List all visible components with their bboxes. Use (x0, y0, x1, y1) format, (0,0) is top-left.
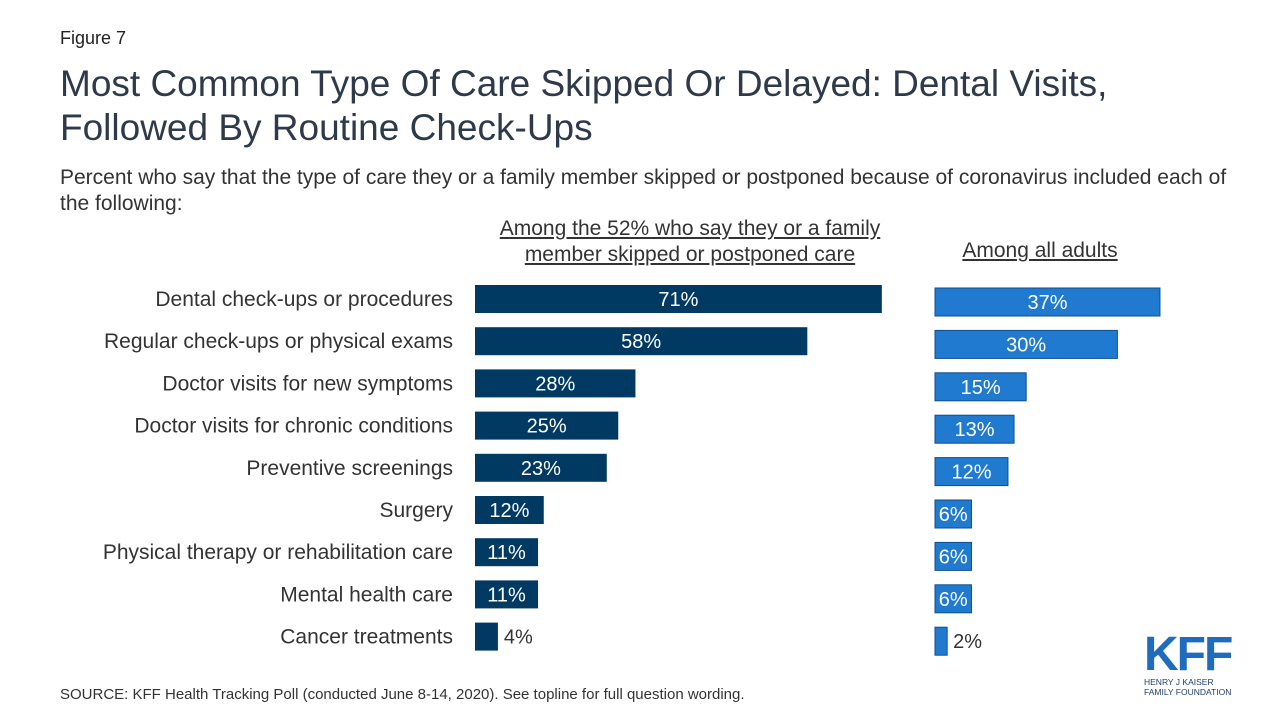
bar-series-1 (475, 327, 808, 356)
category-label: Preventive screenings (246, 457, 453, 480)
bar-value-label: 23% (521, 458, 561, 480)
bar-series-2 (934, 329, 1118, 359)
category-label: Mental health care (280, 583, 453, 606)
bar-series-1 (475, 580, 539, 609)
bar-value-label: 6% (939, 589, 968, 611)
category-label: Surgery (379, 499, 453, 522)
bar-value-label: 28% (535, 373, 575, 395)
kff-logo: KFF HENRY J KAISER FAMILY FOUNDATION (1144, 628, 1236, 698)
bar-series-1 (475, 453, 607, 482)
bar-series-1 (475, 538, 539, 567)
bar-value-label: 30% (1006, 334, 1046, 356)
category-label: Dental check-ups or procedures (155, 288, 453, 311)
source-note: SOURCE: KFF Health Tracking Poll (conduc… (60, 686, 745, 703)
bar-value-label: 13% (955, 419, 995, 441)
bar-value-label: 2% (953, 631, 982, 653)
logo-mark: KFF (1144, 628, 1233, 681)
bar-series-2 (934, 457, 1009, 487)
bar-series-2 (934, 287, 1161, 317)
series-2-header: Among all adults (962, 239, 1118, 262)
bar-series-1 (475, 285, 882, 313)
chart-title: Most Common Type Of Care Skipped Or Dela… (60, 63, 1108, 148)
bar-series-2 (934, 541, 972, 571)
bar-series-1 (475, 369, 636, 398)
bar-series-1 (475, 411, 619, 440)
bar-series-2 (934, 584, 972, 614)
bar-value-label: 12% (951, 462, 991, 484)
bar-value-label: 58% (621, 331, 661, 353)
bar-value-label: 4% (504, 627, 533, 649)
bar-value-label: 15% (961, 377, 1001, 399)
logo-line-2: FAMILY FOUNDATION (1144, 687, 1232, 697)
bar-series-2 (934, 414, 1015, 444)
bar-series-1 (475, 622, 498, 651)
category-label: Doctor visits for chronic conditions (134, 415, 453, 438)
bar-value-label: 12% (489, 500, 529, 522)
logo-line-1: HENRY J KAISER (1144, 677, 1214, 687)
figure-label: Figure 7 (60, 28, 127, 48)
category-label: Cancer treatments (280, 626, 453, 649)
chart-subtitle: Percent who say that the type of care th… (60, 166, 1227, 215)
series-1-header: Among the 52% who say they or a family m… (499, 217, 881, 266)
bar-series-2 (934, 372, 1027, 402)
category-label: Regular check-ups or physical exams (104, 330, 453, 353)
bar-value-label: 6% (939, 504, 968, 526)
bar-value-label: 25% (527, 416, 567, 438)
category-label: Doctor visits for new symptoms (162, 372, 453, 395)
bar-value-label: 11% (487, 584, 526, 606)
category-label: Physical therapy or rehabilitation care (103, 541, 453, 564)
bar-series-1 (475, 496, 544, 524)
bar-series-2 (934, 499, 972, 529)
bar-value-label: 71% (658, 289, 698, 311)
bar-value-label: 11% (487, 542, 526, 564)
bar-series-2 (934, 626, 948, 656)
bar-value-label: 6% (939, 546, 968, 568)
bar-value-label: 37% (1027, 292, 1067, 314)
